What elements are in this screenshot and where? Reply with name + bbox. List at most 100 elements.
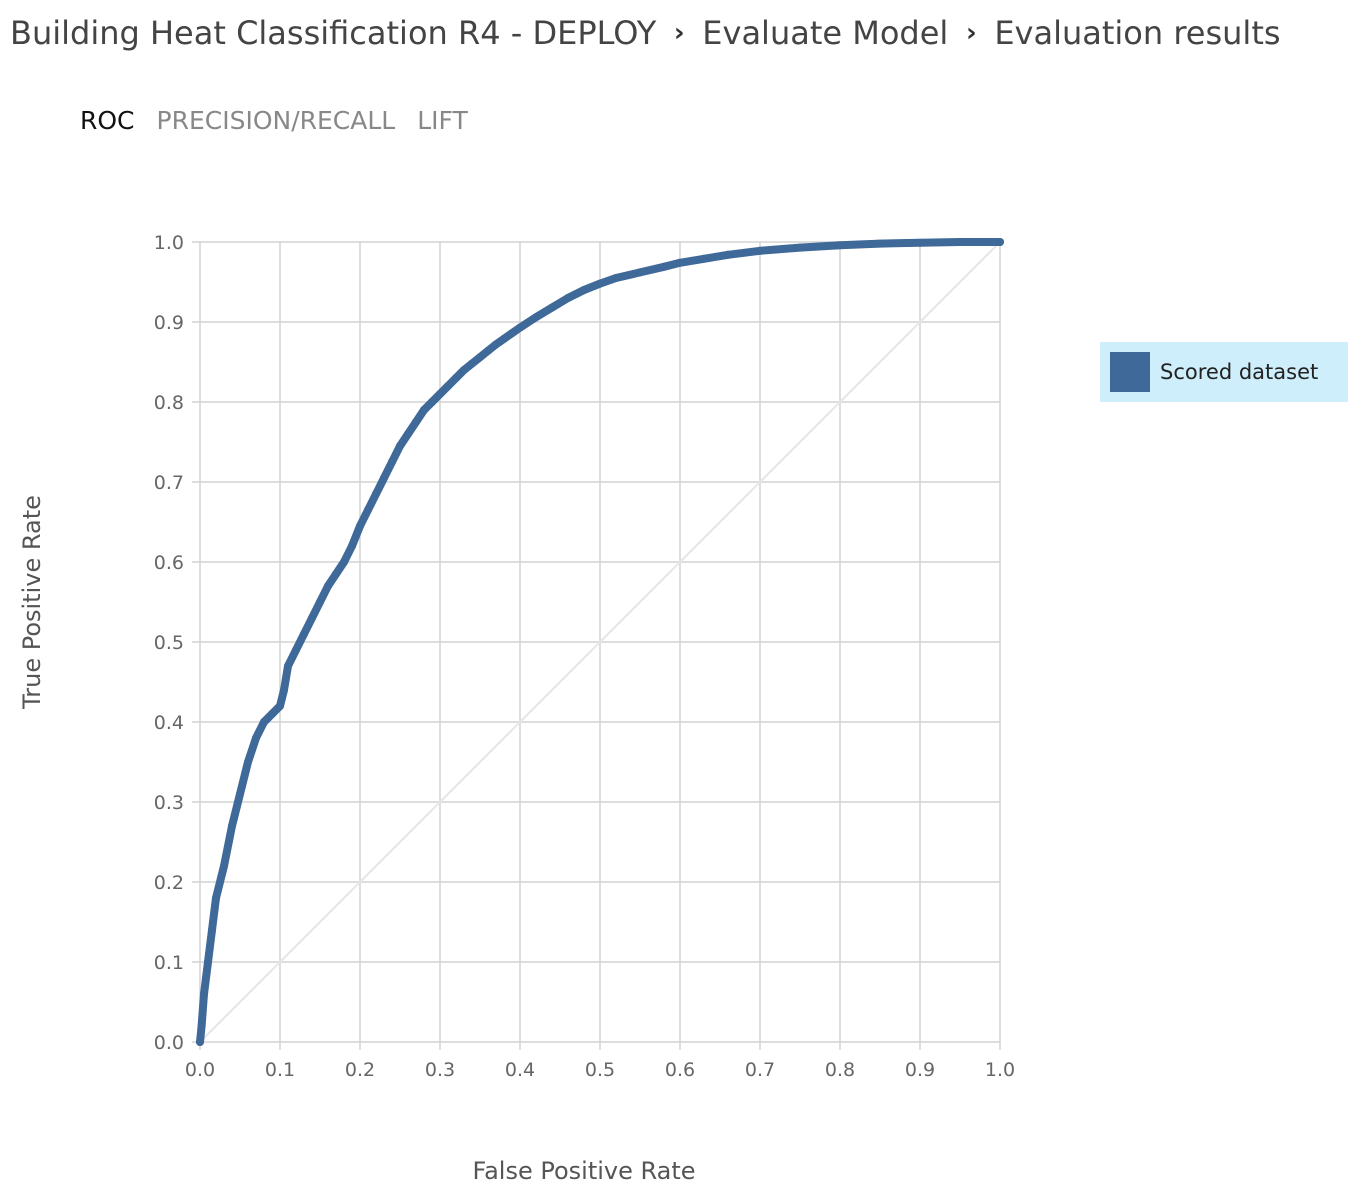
roc-data-point <box>996 238 1004 246</box>
roc-data-point <box>252 734 260 742</box>
y-axis-title: True Positive Rate <box>18 495 46 710</box>
breadcrumb-current-page: Evaluation results <box>994 14 1281 52</box>
roc-data-point <box>380 474 388 482</box>
chevron-right-icon: › <box>673 18 685 48</box>
roc-data-point <box>284 662 292 670</box>
roc-data-point <box>200 990 208 998</box>
roc-data-point <box>516 323 524 332</box>
roc-data-point <box>564 294 572 302</box>
x-tick-label: 0.8 <box>825 1059 855 1081</box>
breadcrumb: Building Heat Classification R4 - DEPLOY… <box>10 14 1281 52</box>
roc-data-point <box>260 718 268 726</box>
breadcrumb-module[interactable]: Evaluate Model <box>702 14 949 52</box>
roc-data-point <box>500 334 508 343</box>
roc-data-point <box>612 274 620 282</box>
x-tick-label: 1.0 <box>985 1059 1015 1081</box>
roc-data-point <box>356 522 364 530</box>
roc-data-point <box>300 630 308 638</box>
chart-tabs: ROC PRECISION/RECALL LIFT <box>80 106 468 135</box>
roc-data-point <box>412 418 420 426</box>
roc-data-point <box>228 822 236 830</box>
roc-data-point <box>444 382 452 390</box>
roc-data-point <box>308 614 316 622</box>
chart-grid <box>192 241 1001 1050</box>
roc-data-point <box>204 958 212 966</box>
y-tick-label: 0.8 <box>154 392 184 414</box>
roc-data-point <box>388 458 396 466</box>
roc-data-point <box>236 790 244 798</box>
roc-data-point <box>316 598 324 606</box>
roc-data-point <box>404 430 412 438</box>
y-tick-label: 0.0 <box>154 1032 184 1054</box>
roc-data-point <box>332 570 340 578</box>
x-tick-label: 0.7 <box>745 1059 775 1081</box>
roc-data-point <box>280 686 288 694</box>
roc-data-point <box>460 366 468 374</box>
roc-data-point <box>244 758 252 766</box>
x-tick-label: 0.9 <box>905 1059 935 1081</box>
roc-data-point <box>724 250 732 259</box>
roc-data-point <box>340 558 348 566</box>
x-tick-label: 0.4 <box>505 1059 535 1081</box>
roc-data-point <box>676 258 684 267</box>
roc-data-point <box>580 286 588 294</box>
roc-data-point <box>220 862 228 870</box>
roc-data-point <box>660 262 668 271</box>
y-tick-label: 1.0 <box>154 232 184 254</box>
roc-data-point <box>492 340 500 349</box>
roc-data-point <box>396 442 404 450</box>
roc-data-point <box>372 490 380 498</box>
roc-data-point <box>876 239 884 248</box>
roc-data-point <box>348 542 356 550</box>
roc-data-point <box>916 238 924 247</box>
roc-data-point <box>436 390 444 398</box>
y-tick-label: 0.2 <box>154 872 184 894</box>
y-tick-label: 0.4 <box>154 712 184 734</box>
roc-data-point <box>956 238 964 246</box>
y-tick-label: 0.3 <box>154 792 184 814</box>
roc-data-point <box>532 313 540 322</box>
roc-data-point <box>452 374 460 382</box>
roc-data-point <box>508 329 516 338</box>
reference-diagonal-line <box>199 241 1001 1043</box>
roc-data-point <box>548 303 556 312</box>
x-tick-label: 0.0 <box>185 1059 215 1081</box>
roc-data-point <box>756 246 764 255</box>
x-tick-label: 0.5 <box>585 1059 615 1081</box>
roc-data-point <box>428 398 436 406</box>
roc-data-point <box>364 506 372 514</box>
roc-data-point <box>420 406 428 414</box>
legend-item-scored-dataset[interactable]: Scored dataset <box>1100 342 1348 402</box>
x-axis-title: False Positive Rate <box>472 1157 695 1185</box>
roc-data-point <box>636 268 644 277</box>
y-tick-label: 0.1 <box>154 952 184 974</box>
roc-data-point <box>836 241 844 250</box>
roc-data-point <box>212 894 220 902</box>
roc-data-point <box>476 353 484 362</box>
tab-roc[interactable]: ROC <box>80 106 135 135</box>
tab-precision-recall[interactable]: PRECISION/RECALL <box>156 106 396 135</box>
y-tick-label: 0.6 <box>154 552 184 574</box>
tab-lift[interactable]: LIFT <box>417 106 468 135</box>
breadcrumb-experiment[interactable]: Building Heat Classification R4 - DEPLOY <box>10 14 657 52</box>
roc-data-point <box>596 279 604 288</box>
y-tick-label: 0.9 <box>154 312 184 334</box>
x-tick-label: 0.3 <box>425 1059 455 1081</box>
legend-label: Scored dataset <box>1160 360 1319 384</box>
roc-data-point <box>324 582 332 590</box>
roc-data-point <box>276 702 284 710</box>
x-tick-label: 0.6 <box>665 1059 695 1081</box>
chart-ticks: 0.0 0.1 0.2 0.3 0.4 0.5 0.6 0.7 0.8 0.9 1.0 0.0 0.1 0… <box>154 232 1015 1081</box>
roc-data-point <box>796 243 804 252</box>
roc-data-point <box>700 254 708 263</box>
roc-data-point <box>268 710 276 718</box>
legend-swatch <box>1110 352 1150 392</box>
chevron-right-icon: › <box>965 18 977 48</box>
roc-data-point <box>197 1022 206 1030</box>
x-tick-label: 0.1 <box>265 1059 295 1081</box>
roc-data-point <box>292 646 300 654</box>
roc-data-point <box>208 926 216 934</box>
chart-series <box>196 238 1004 1046</box>
x-tick-label: 0.2 <box>345 1059 375 1081</box>
